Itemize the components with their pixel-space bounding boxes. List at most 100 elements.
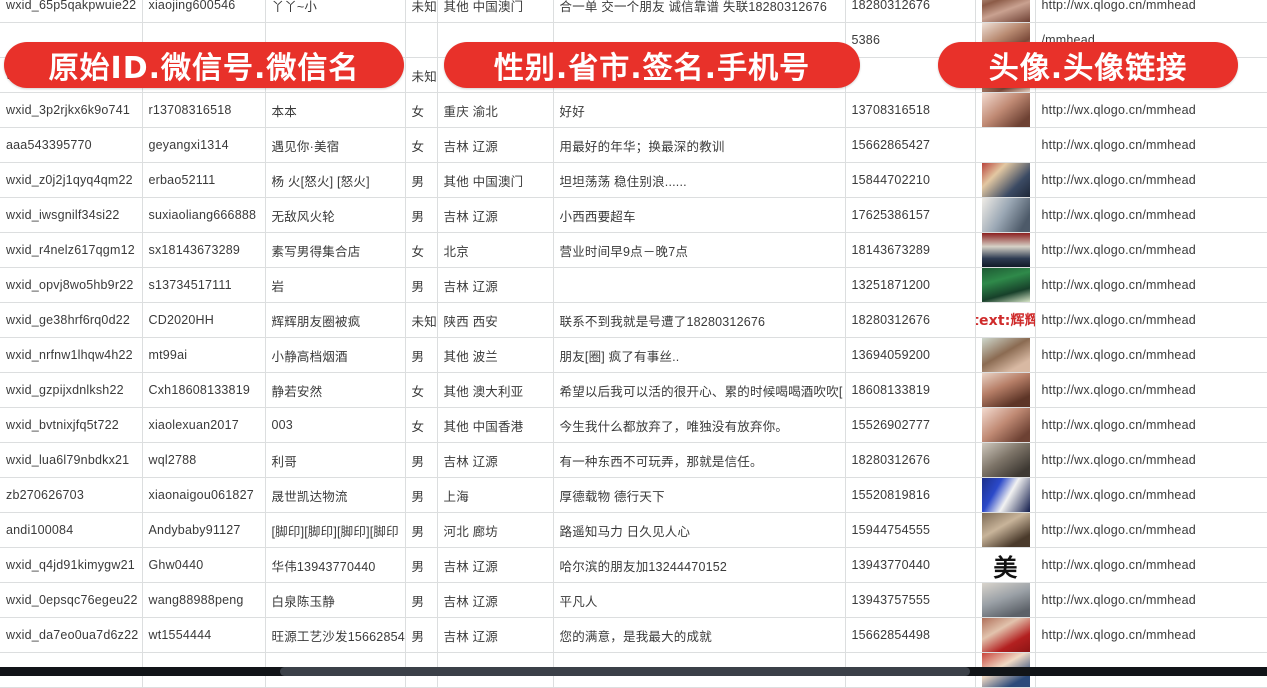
table-row[interactable]: wxid_lua6l79nbdkx21 wql2788 利哥男吉林 辽源 有一种东西不… bbox=[0, 442, 1267, 478]
cell-sex[interactable]: 女 bbox=[405, 372, 438, 408]
cell-wxid[interactable]: wt1554444 bbox=[142, 617, 266, 653]
cell-tel[interactable]: 13694059200 bbox=[845, 337, 976, 373]
cell-sig[interactable]: 您的满意，是我最大的成就 bbox=[553, 617, 846, 653]
cell-loc[interactable]: 吉林 辽源 bbox=[437, 547, 554, 583]
table-row[interactable]: aaa543395770 geyangxi1314 遇见你·美宿女吉林 辽源 用最好的… bbox=[0, 127, 1267, 163]
cell-avatar[interactable] bbox=[975, 372, 1036, 408]
cell-nick[interactable]: 素写男得集合店 bbox=[265, 232, 406, 268]
cell-sig[interactable]: 平凡人 bbox=[553, 582, 846, 618]
cell-sig[interactable]: 哈尔滨的朋友加13244470152 bbox=[553, 547, 846, 583]
cell-tel[interactable]: 15944754555 bbox=[845, 512, 976, 548]
cell-tel[interactable]: 15526902777 bbox=[845, 407, 976, 443]
cell-loc[interactable]: 上海 bbox=[437, 477, 554, 513]
table-row[interactable]: wxid_opvj8wo5hb9r22 s13734517111 岩男吉林 辽源 13… bbox=[0, 267, 1267, 303]
cell-nick[interactable]: 小静高档烟酒 bbox=[265, 337, 406, 373]
cell-sex[interactable]: 男 bbox=[405, 197, 438, 233]
cell-sig[interactable]: 联系不到我就是号遭了18280312676 bbox=[553, 302, 846, 338]
cell-wxid[interactable]: Andybaby91127 bbox=[142, 512, 266, 548]
cell-nick[interactable]: 晟世凯达物流 bbox=[265, 477, 406, 513]
cell-url[interactable]: http://wx.qlogo.cn/mmhead bbox=[1035, 127, 1267, 163]
cell-avatar[interactable] bbox=[975, 92, 1036, 128]
table-row[interactable]: wxid_iwsgnilf34si22 suxiaoliang666888 无敌风火… bbox=[0, 197, 1267, 233]
cell-sig[interactable]: 好好 bbox=[553, 92, 846, 128]
cell-sig[interactable]: 朋友[圈] 疯了有事丝.. bbox=[553, 337, 846, 373]
cell-sex[interactable]: 男 bbox=[405, 267, 438, 303]
cell-sex[interactable]: 男 bbox=[405, 477, 438, 513]
cell-sex[interactable]: 男 bbox=[405, 337, 438, 373]
table-row[interactable]: zb270626703 xiaonaigou061827 晟世凯达物流男上海 厚德载物… bbox=[0, 477, 1267, 513]
cell-sex[interactable]: 男 bbox=[405, 582, 438, 618]
cell-loc[interactable]: 其他 中国澳门 bbox=[437, 0, 554, 23]
table-row[interactable]: wxid_z0j2j1qyq4qm22 erbao52111 杨 火[怒火] [怒火… bbox=[0, 162, 1267, 198]
cell-id[interactable]: wxid_65p5qakpwuie22 bbox=[0, 0, 143, 23]
table-row[interactable]: wxid_0epsqc76egeu22 wang88988peng 白泉陈玉静男吉林… bbox=[0, 582, 1267, 618]
cell-nick[interactable]: 遇见你·美宿 bbox=[265, 127, 406, 163]
cell-id[interactable]: zb270626703 bbox=[0, 477, 143, 513]
cell-loc[interactable]: 吉林 辽源 bbox=[437, 267, 554, 303]
cell-nick[interactable]: 华伟13943770440 bbox=[265, 547, 406, 583]
cell-sig[interactable]: 有一种东西不可玩弄，那就是信任。 bbox=[553, 442, 846, 478]
cell-wxid[interactable]: s13734517111 bbox=[142, 267, 266, 303]
cell-nick[interactable]: [脚印][脚印][脚印][脚印 bbox=[265, 512, 406, 548]
cell-id[interactable]: wxid_iwsgnilf34si22 bbox=[0, 197, 143, 233]
cell-url[interactable]: http://wx.qlogo.cn/mmhead bbox=[1035, 162, 1267, 198]
cell-url[interactable]: http://wx.qlogo.cn/mmhead bbox=[1035, 267, 1267, 303]
table-row[interactable]: wxid_q4jd91kimygw21 Ghw0440 华伟13943770440 男… bbox=[0, 547, 1267, 583]
cell-tel[interactable]: 18280312676 bbox=[845, 442, 976, 478]
cell-sex[interactable]: 女 bbox=[405, 127, 438, 163]
table-row[interactable]: wxid_3p2rjkx6k9o741 r13708316518 本本女重庆 渝北好… bbox=[0, 92, 1267, 128]
cell-wxid[interactable]: xiaonaigou061827 bbox=[142, 477, 266, 513]
cell-id[interactable]: wxid_da7eo0ua7d6z22 bbox=[0, 617, 143, 653]
cell-id[interactable]: wxid_nrfnw1lhqw4h22 bbox=[0, 337, 143, 373]
cell-id[interactable]: andi100084 bbox=[0, 512, 143, 548]
cell-loc[interactable]: 吉林 辽源 bbox=[437, 197, 554, 233]
cell-wxid[interactable]: sx18143673289 bbox=[142, 232, 266, 268]
cell-url[interactable]: http://wx.qlogo.cn/mmhead bbox=[1035, 512, 1267, 548]
cell-id[interactable]: wxid_3p2rjkx6k9o741 bbox=[0, 92, 143, 128]
cell-loc[interactable]: 吉林 辽源 bbox=[437, 617, 554, 653]
cell-tel[interactable]: 13708316518 bbox=[845, 92, 976, 128]
cell-id[interactable]: wxid_opvj8wo5hb9r22 bbox=[0, 267, 143, 303]
cell-url[interactable]: http://wx.qlogo.cn/mmhead bbox=[1035, 407, 1267, 443]
cell-wxid[interactable]: erbao52111 bbox=[142, 162, 266, 198]
cell-id[interactable]: wxid_lua6l79nbdkx21 bbox=[0, 442, 143, 478]
cell-avatar[interactable] bbox=[975, 267, 1036, 303]
cell-wxid[interactable]: geyangxi1314 bbox=[142, 127, 266, 163]
cell-nick[interactable]: 利哥 bbox=[265, 442, 406, 478]
cell-avatar[interactable]: 美 bbox=[975, 547, 1036, 583]
cell-url[interactable]: http://wx.qlogo.cn/mmhead bbox=[1035, 582, 1267, 618]
cell-nick[interactable]: 无敌风火轮 bbox=[265, 197, 406, 233]
cell-tel[interactable]: 18608133819 bbox=[845, 372, 976, 408]
cell-sig[interactable]: 今生我什么都放弃了，唯独没有放弃你。 bbox=[553, 407, 846, 443]
cell-loc[interactable]: 其他 澳大利亚 bbox=[437, 372, 554, 408]
cell-tel[interactable]: 13943757555 bbox=[845, 582, 976, 618]
cell-sex[interactable]: 男 bbox=[405, 162, 438, 198]
cell-nick[interactable]: 静若安然 bbox=[265, 372, 406, 408]
horizontal-scrollbar[interactable] bbox=[0, 667, 1267, 676]
cell-sex[interactable]: 男 bbox=[405, 547, 438, 583]
cell-sig[interactable]: 合一单 交一个朋友 诚信靠谱 失联18280312676 bbox=[553, 0, 846, 23]
cell-nick[interactable]: 本本 bbox=[265, 92, 406, 128]
cell-avatar[interactable] bbox=[975, 162, 1036, 198]
cell-avatar[interactable] bbox=[975, 337, 1036, 373]
cell-avatar[interactable] bbox=[975, 477, 1036, 513]
cell-sex[interactable] bbox=[405, 22, 438, 58]
cell-id[interactable]: wxid_bvtnixjfq5t722 bbox=[0, 407, 143, 443]
cell-avatar[interactable] bbox=[975, 442, 1036, 478]
cell-sex[interactable]: 男 bbox=[405, 512, 438, 548]
cell-avatar[interactable] bbox=[975, 512, 1036, 548]
cell-wxid[interactable]: r13708316518 bbox=[142, 92, 266, 128]
cell-avatar[interactable] bbox=[975, 197, 1036, 233]
table-row[interactable]: wxid_gzpijxdnlksh22 Cxh18608133819 静若安然女其他… bbox=[0, 372, 1267, 408]
cell-sex[interactable]: 男 bbox=[405, 617, 438, 653]
table-row[interactable]: wxid_nrfnw1lhqw4h22 mt99ai 小静高档烟酒男其他 波兰 朋友[… bbox=[0, 337, 1267, 373]
cell-wxid[interactable]: CD2020HH bbox=[142, 302, 266, 338]
cell-avatar[interactable] bbox=[975, 407, 1036, 443]
cell-wxid[interactable]: Ghw0440 bbox=[142, 547, 266, 583]
table-row[interactable]: wxid_da7eo0ua7d6z22 wt1554444 旺源工艺沙发156628… bbox=[0, 617, 1267, 653]
cell-sex[interactable]: 女 bbox=[405, 407, 438, 443]
cell-wxid[interactable]: wang88988peng bbox=[142, 582, 266, 618]
